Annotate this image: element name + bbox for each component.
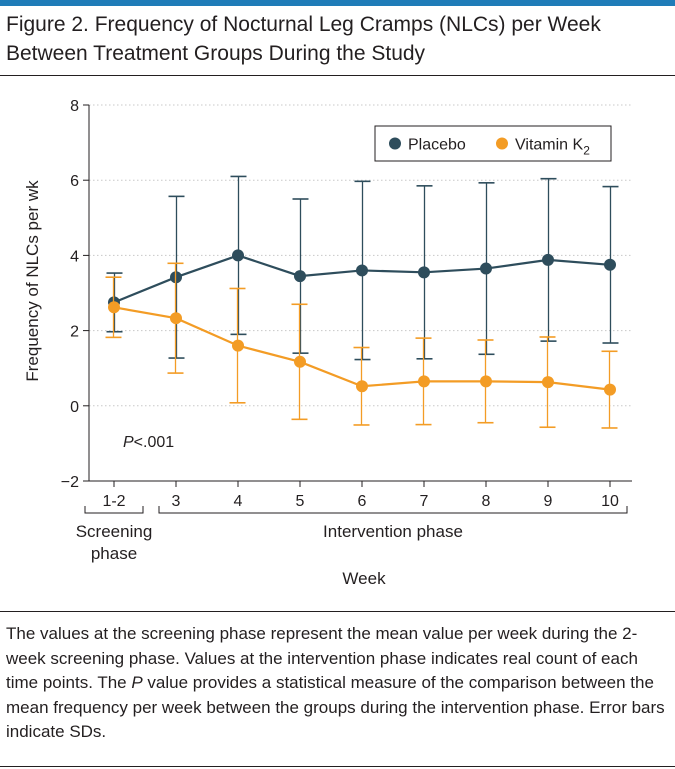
x-tick-label: 4 (234, 493, 243, 510)
y-tick-label: −2 (61, 474, 79, 491)
x-tick-label: 1-2 (102, 493, 125, 510)
caption-divider-bottom (0, 766, 675, 767)
phase-bracket (84, 506, 144, 514)
y-tick-label: 8 (70, 98, 79, 115)
data-point (542, 376, 554, 389)
p-value-text: <.001 (134, 434, 175, 451)
axis-labels: Screening phase Intervention phase Week Freq… (23, 180, 628, 588)
y-tick-label: 2 (70, 324, 79, 341)
series-layer (105, 175, 619, 429)
figure-top-rule (0, 0, 675, 6)
data-point (418, 375, 430, 388)
data-point (170, 312, 182, 325)
p-value-annotation: P<.001 (123, 434, 174, 451)
data-point (604, 258, 616, 271)
y-tick-label: 6 (70, 173, 79, 190)
legend: Placebo Vitamin K2 (374, 125, 612, 162)
caption-divider-top (0, 611, 675, 612)
x-tick-label: 6 (358, 493, 367, 510)
data-point (294, 270, 306, 283)
data-point (356, 264, 368, 277)
x-tick-label: 3 (172, 493, 181, 510)
x-tick-label: 5 (296, 493, 305, 510)
x-tick-label: 9 (544, 493, 553, 510)
legend-label-subscript: 2 (583, 144, 590, 158)
phase-label: Screening (76, 522, 153, 541)
gridlines (89, 104, 632, 407)
data-point (294, 355, 306, 368)
axes: −2 0 2 4 6 8 1-2 3 4 5 6 7 8 9 10 (61, 98, 632, 510)
p-value-italic: P (123, 434, 134, 451)
legend-marker (389, 137, 401, 150)
data-point (418, 266, 430, 279)
data-point (542, 253, 554, 266)
data-point (232, 339, 244, 352)
legend-box (374, 125, 612, 162)
legend-marker (496, 137, 508, 150)
data-point (232, 249, 244, 262)
y-axis-title: Frequency of NLCs per wk (23, 180, 42, 382)
legend-label-text: Placebo (408, 137, 466, 154)
data-point (480, 375, 492, 388)
series-vitamin-k2 (105, 262, 618, 429)
legend-label: Vitamin K2 (515, 137, 590, 158)
legend-label: Placebo (408, 137, 466, 154)
phase-label: phase (91, 544, 137, 563)
figure-title: Figure 2. Frequency of Nocturnal Leg Cra… (6, 13, 601, 65)
caption-p-italic: P (131, 673, 143, 692)
x-tick-label: 10 (601, 493, 619, 510)
data-point (108, 301, 120, 314)
caption-text-1: The values at the screening phase repres… (6, 624, 638, 692)
x-tick-label: 7 (420, 493, 429, 510)
series-placebo (106, 175, 619, 361)
figure-caption: The values at the screening phase repres… (6, 622, 670, 745)
y-tick-label: 0 (70, 399, 79, 416)
data-point (604, 383, 616, 396)
x-axis-title: Week (342, 569, 386, 588)
title-divider (0, 75, 675, 76)
data-point (480, 262, 492, 275)
phase-label: Intervention phase (323, 522, 463, 541)
phase-bracket (158, 506, 628, 514)
legend-label-text: Vitamin K (515, 137, 584, 154)
caption-text-2: value provides a statistical measure of … (6, 673, 665, 741)
data-point (356, 380, 368, 393)
x-tick-label: 8 (482, 493, 491, 510)
y-tick-label: 4 (70, 248, 79, 265)
